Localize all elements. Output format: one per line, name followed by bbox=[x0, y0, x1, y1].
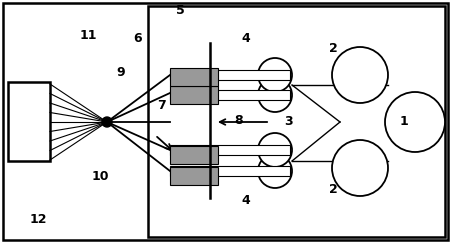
Text: 1: 1 bbox=[399, 115, 408, 128]
Text: 2: 2 bbox=[329, 42, 338, 55]
Text: 11: 11 bbox=[79, 29, 97, 42]
Circle shape bbox=[258, 154, 292, 188]
Text: 12: 12 bbox=[30, 213, 47, 226]
Text: 5: 5 bbox=[176, 4, 185, 17]
Circle shape bbox=[332, 140, 388, 196]
Circle shape bbox=[258, 133, 292, 167]
Bar bbox=[170, 167, 218, 185]
Text: 7: 7 bbox=[157, 99, 166, 112]
Circle shape bbox=[385, 92, 445, 152]
Bar bbox=[170, 68, 218, 86]
Circle shape bbox=[102, 117, 112, 127]
Text: 4: 4 bbox=[241, 194, 250, 207]
Bar bbox=[170, 146, 218, 164]
Text: 8: 8 bbox=[235, 114, 244, 127]
Bar bbox=[148, 6, 445, 237]
Bar bbox=[170, 166, 290, 176]
Bar bbox=[170, 90, 290, 100]
Bar bbox=[170, 70, 290, 80]
Bar bbox=[8, 82, 50, 161]
Circle shape bbox=[258, 78, 292, 112]
Text: 3: 3 bbox=[284, 115, 293, 128]
Text: 6: 6 bbox=[133, 32, 142, 45]
Text: 10: 10 bbox=[92, 170, 109, 183]
Text: 2: 2 bbox=[329, 183, 338, 196]
Bar bbox=[170, 145, 290, 155]
Circle shape bbox=[258, 58, 292, 92]
Bar bbox=[170, 86, 218, 104]
Text: 4: 4 bbox=[241, 32, 250, 45]
Text: 9: 9 bbox=[116, 66, 125, 79]
Circle shape bbox=[332, 47, 388, 103]
